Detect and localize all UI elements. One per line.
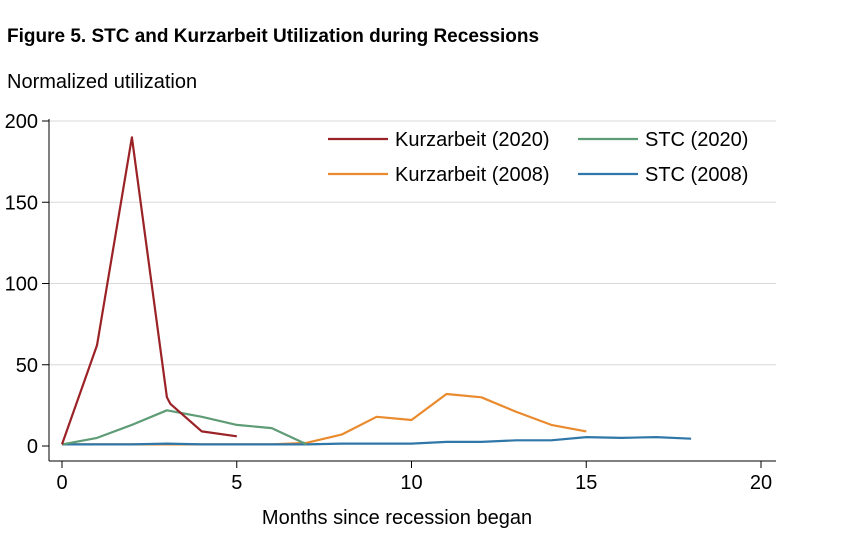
x-tick-label: 10 bbox=[400, 472, 422, 494]
y-tick-label: 200 bbox=[5, 111, 38, 133]
legend-label-kurzarbeit-2020: Kurzarbeit (2020) bbox=[395, 129, 550, 151]
y-tick-label: 50 bbox=[16, 355, 38, 377]
series-line-stc-2008 bbox=[62, 436, 692, 446]
y-axis-title: Normalized utilization bbox=[7, 71, 198, 93]
legend-label-stc-2008: STC (2008) bbox=[645, 164, 748, 186]
series-line-kurzarbeit-2020 bbox=[60, 136, 237, 445]
x-axis-title: Months since recession began bbox=[262, 507, 532, 529]
series-line-stc-2020 bbox=[61, 409, 308, 446]
series-lines bbox=[60, 136, 692, 446]
gridlines bbox=[49, 120, 776, 366]
legend-label-kurzarbeit-2008: Kurzarbeit (2008) bbox=[395, 164, 550, 186]
legend: Kurzarbeit (2020) STC (2020) Kurzarbeit (2… bbox=[328, 129, 748, 186]
x-tick-label: 15 bbox=[575, 472, 597, 494]
x-tick-label: 20 bbox=[750, 472, 772, 494]
series-line-kurzarbeit-2008 bbox=[62, 392, 587, 446]
chart-title: Figure 5. STC and Kurzarbeit Utilization… bbox=[7, 26, 540, 47]
y-tick-label: 0 bbox=[27, 436, 38, 458]
x-tick-label: 0 bbox=[56, 472, 67, 494]
y-tick-label: 100 bbox=[5, 274, 38, 296]
axes: 0 50 100 150 200 0 5 10 15 20 bbox=[5, 111, 776, 494]
legend-label-stc-2020: STC (2020) bbox=[645, 129, 748, 151]
x-tick-label: 5 bbox=[231, 472, 242, 494]
y-tick-label: 150 bbox=[5, 192, 38, 214]
